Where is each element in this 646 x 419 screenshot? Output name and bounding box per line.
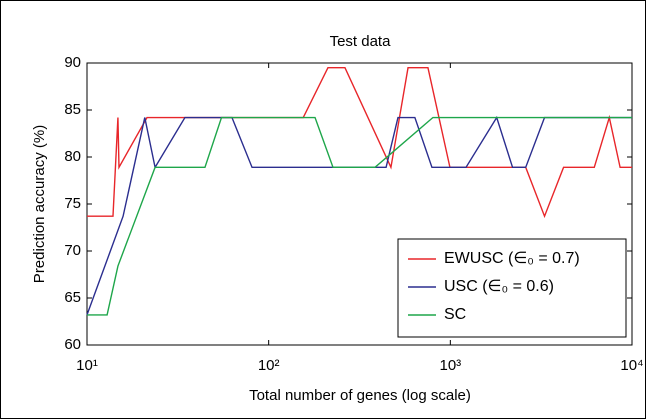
chart-title: Test data — [330, 33, 392, 50]
legend-label: EWUSC (∈₀ = 0.7) — [444, 250, 580, 267]
y-tick-label: 65 — [64, 289, 81, 306]
y-tick-label: 75 — [64, 195, 81, 212]
legend-label: USC (∈₀ = 0.6) — [444, 278, 554, 295]
y-tick-label: 80 — [64, 148, 81, 165]
legend-box — [397, 238, 627, 338]
y-tick-label: 85 — [64, 101, 81, 118]
series-line — [87, 67, 632, 219]
y-axis-label: Prediction accuracy (%) — [31, 125, 48, 283]
series-line — [86, 115, 632, 316]
y-tick-label: 90 — [64, 54, 81, 71]
y-tick-label: 70 — [64, 242, 81, 259]
legend-label: SC — [444, 306, 466, 323]
x-tick-label: 10³ — [439, 357, 461, 374]
y-tick-label: 60 — [64, 336, 81, 353]
x-tick-label: 10⁴ — [620, 357, 643, 374]
series-line — [87, 116, 632, 316]
x-tick-label: 10² — [258, 357, 280, 374]
x-axis-label: Total number of genes (log scale) — [249, 387, 471, 404]
x-tick-label: 10¹ — [76, 357, 98, 374]
